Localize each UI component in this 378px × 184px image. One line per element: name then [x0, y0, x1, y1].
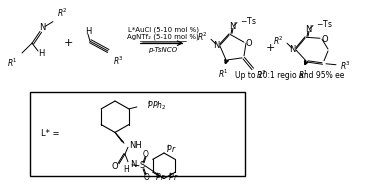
Text: O: O	[144, 173, 150, 182]
Text: N: N	[213, 41, 219, 50]
Text: N: N	[39, 23, 45, 32]
Text: AgNTf₂ (5-10 mol %): AgNTf₂ (5-10 mol %)	[127, 33, 199, 40]
Text: H: H	[38, 49, 44, 59]
Text: $R^1$: $R^1$	[7, 57, 18, 69]
Text: S: S	[139, 161, 145, 170]
Text: O: O	[112, 162, 118, 171]
Text: N: N	[229, 22, 235, 31]
Text: ${}^i\!Pr$: ${}^i\!Pr$	[168, 171, 179, 183]
Text: ${}^i\!Pr$: ${}^i\!Pr$	[155, 171, 166, 183]
Text: $R^3$: $R^3$	[113, 55, 124, 67]
Text: H: H	[85, 27, 91, 36]
Text: O: O	[143, 150, 149, 158]
Text: N: N	[130, 160, 136, 169]
Text: O: O	[322, 35, 328, 44]
FancyBboxPatch shape	[30, 92, 245, 176]
Text: L* =: L* =	[41, 129, 59, 138]
Text: L*AuCl (5-10 mol %): L*AuCl (5-10 mol %)	[127, 26, 198, 33]
Text: p-TsNCO: p-TsNCO	[149, 47, 178, 53]
Text: $-$Ts: $-$Ts	[316, 18, 333, 29]
Text: +: +	[265, 43, 275, 53]
Text: $R^3$: $R^3$	[256, 68, 267, 81]
Text: $R^3$: $R^3$	[340, 59, 351, 72]
Text: Up to 20:1 regio and 95% ee: Up to 20:1 regio and 95% ee	[235, 71, 345, 80]
Text: $R^1$: $R^1$	[218, 67, 228, 80]
Text: +: +	[63, 38, 73, 48]
Text: NH: NH	[129, 141, 142, 150]
Text: $R^1$: $R^1$	[297, 68, 308, 81]
Text: H: H	[123, 165, 129, 174]
Text: N: N	[305, 25, 311, 34]
Text: $R^2$: $R^2$	[197, 31, 208, 43]
Text: ${}^i\!PPh_2$: ${}^i\!PPh_2$	[147, 98, 166, 112]
Text: ${}^i\!Pr$: ${}^i\!Pr$	[166, 143, 177, 155]
Text: N: N	[289, 45, 295, 54]
Text: $R^2$: $R^2$	[57, 6, 68, 19]
Text: $R^2$: $R^2$	[273, 35, 284, 47]
Text: $-$Ts: $-$Ts	[240, 15, 257, 26]
Text: O: O	[246, 39, 252, 48]
